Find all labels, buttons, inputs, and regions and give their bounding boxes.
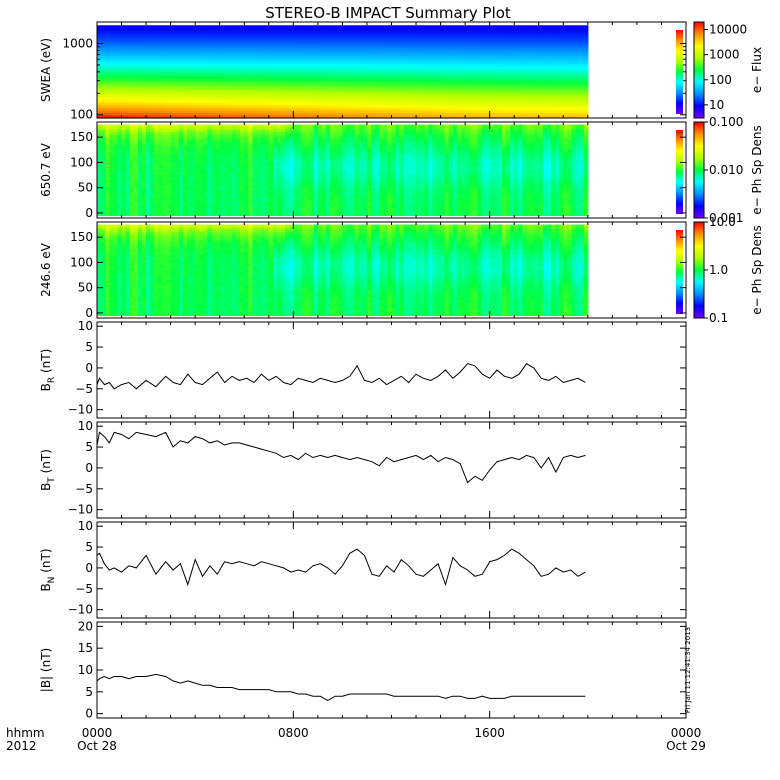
bn-trace [96, 548, 586, 587]
br-panel: −10 −5 0 5 10 BR (nT) [39, 319, 687, 419]
bmag-frame [96, 621, 687, 719]
pa246-panel: 0.1 1.0 10.0 e− Ph Sp Dens 0 50 100 150 246.6 eV [39, 215, 764, 325]
br-y-tick-label: −10 [68, 403, 93, 417]
swea-colorbar-tick-label: 1000 [709, 48, 740, 62]
bt-trace [96, 431, 586, 484]
pa650-colorbar: 0.001 0.010 0.100 e− Ph Sp Dens [693, 115, 764, 225]
pa246-colorbar: 0.1 1.0 10.0 e− Ph Sp Dens [693, 215, 764, 325]
bmag-y-tick-label: 20 [78, 619, 93, 633]
time-tick-label: 0000 [671, 726, 702, 740]
bt-frame [96, 421, 687, 519]
pa650-colorbar-tick-label: 0.100 [709, 115, 743, 129]
bt-y-tick-label: 0 [85, 461, 93, 475]
bt-y-tick-label: −10 [68, 503, 93, 517]
br-trace [96, 363, 586, 390]
pa246-y-tick-label: 50 [78, 281, 93, 295]
pa246-colorbar-strip [676, 230, 683, 314]
time-tick-label: 1600 [474, 726, 505, 740]
pa650-y-tick-label: 100 [70, 155, 93, 169]
swea-y-tick-label: 1000 [62, 36, 93, 50]
bn-y-axis-label: BN (nT) [39, 548, 57, 591]
plot-title: STEREO-B IMPACT Summary Plot [265, 4, 511, 22]
bt-panel: −10 −5 0 5 10 BT (nT) [39, 419, 687, 519]
pa650-y-tick-label: 150 [70, 130, 93, 144]
swea-colorbar-strip [676, 30, 683, 114]
bmag-y-axis-label: |B| (nT) [39, 648, 53, 692]
bn-y-tick-label: 5 [85, 540, 93, 554]
br-y-axis-label: BR (nT) [39, 349, 57, 392]
time-tick-label: 0800 [278, 726, 309, 740]
bt-y-axis-label: BT (nT) [39, 449, 57, 491]
time-tick-label: 0000 [82, 726, 113, 740]
swea-colorbar-tick-label: 10 [709, 98, 724, 112]
br-y-tick-label: 10 [78, 319, 93, 333]
bn-panel: −10 −5 0 5 10 BN (nT) [39, 519, 687, 619]
bt-y-tick-label: 10 [78, 419, 93, 433]
swea-y-tick-label: 100 [70, 108, 93, 122]
bn-y-tick-label: −10 [68, 603, 93, 617]
pa650-colorbar-strip [676, 130, 683, 214]
date-tick-label: Oct 28 [77, 739, 117, 753]
pa246-colorbar-label: e− Ph Sp Dens [750, 225, 764, 314]
swea-colorbar-tick-label: 100 [709, 73, 732, 87]
pa650-y-axis-label: 650.7 eV [39, 142, 53, 197]
bmag-panel: 0 5 10 15 20 |B| (nT) [39, 619, 687, 721]
timestamp-stamp: Fri Jan 11 12:41:34 2013 [684, 627, 692, 713]
pa650-colorbar-tick-label: 0.010 [709, 163, 743, 177]
pa246-y-tick-label: 0 [85, 306, 93, 320]
bn-y-tick-label: −5 [75, 582, 93, 596]
pa246-colorbar-tick-label: 1.0 [709, 263, 728, 277]
swea-colorbar-tick-label: 10000 [709, 23, 747, 37]
br-y-tick-label: −5 [75, 382, 93, 396]
pa650-y-tick-label: 0 [85, 206, 93, 220]
bt-y-tick-label: 5 [85, 440, 93, 454]
pa650-colorbar-label: e− Ph Sp Dens [750, 125, 764, 214]
swea-y-axis-label: SWEA (eV) [39, 38, 53, 102]
year-label: 2012 [6, 739, 37, 753]
bt-y-tick-label: −5 [75, 482, 93, 496]
br-y-tick-label: 0 [85, 361, 93, 375]
br-frame [96, 321, 687, 419]
pa650-colorbar-tick-label: 0.001 [709, 211, 743, 225]
pa246-y-axis-label: 246.6 eV [39, 242, 53, 297]
pa650-spectrogram [97, 124, 589, 217]
bmag-y-tick-label: 10 [78, 663, 93, 677]
pa246-colorbar-tick-label: 10.0 [709, 215, 736, 229]
pa246-y-tick-label: 150 [70, 230, 93, 244]
bmag-y-tick-label: 15 [78, 641, 93, 655]
swea-colorbar-label: e− Flux [750, 47, 764, 93]
pa650-panel: 0.001 0.010 0.100 e− Ph Sp Dens 0 50 100 150 650… [39, 115, 764, 225]
date-tick-label: Oct 29 [666, 739, 706, 753]
time-format-label: hhmm [6, 726, 45, 740]
pa246-y-tick-label: 100 [70, 255, 93, 269]
bmag-trace [96, 673, 586, 702]
pa246-colorbar-tick-label: 0.1 [709, 311, 728, 325]
pa650-y-tick-label: 50 [78, 181, 93, 195]
bn-y-tick-label: 0 [85, 561, 93, 575]
bmag-y-tick-label: 0 [85, 707, 93, 721]
pa246-spectrogram [97, 224, 589, 317]
br-y-tick-label: 5 [85, 340, 93, 354]
bn-y-tick-label: 10 [78, 519, 93, 533]
bmag-y-tick-label: 5 [85, 685, 93, 699]
swea-spectrogram [97, 25, 589, 119]
